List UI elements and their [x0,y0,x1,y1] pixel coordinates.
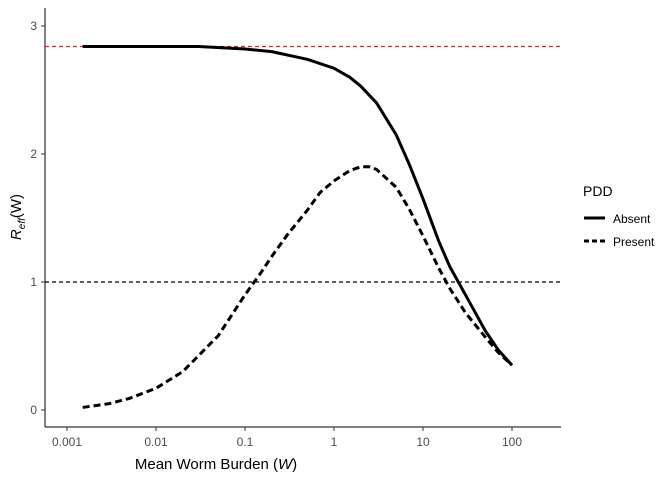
x-tick-label: 1 [331,435,338,449]
y-tick-label: 2 [30,147,37,161]
series-line-absent [82,44,514,367]
x-tick-label: 100 [502,435,522,449]
reference-lines [45,45,561,283]
plot-panel: 0 1 2 3 0.001 0.01 0.1 1 10 100 [30,8,561,449]
legend-label-present: Present [613,235,655,249]
y-axis-title: Reff(W) [8,194,28,240]
y-tick-label: 3 [30,19,37,33]
x-tick-label: 0.001 [52,435,82,449]
y-tick-label: 1 [30,275,37,289]
legend: PDD Absent Present [583,183,655,249]
x-tick-label: 10 [416,435,430,449]
y-ticks: 0 1 2 3 [30,19,45,417]
x-axis-title: Mean Worm Burden (W) [135,456,297,473]
x-tick-label: 0.1 [237,435,254,449]
legend-label-absent: Absent [613,212,651,226]
legend-title: PDD [583,183,613,199]
x-tick-label: 0.01 [144,435,168,449]
series-line-present [82,165,514,409]
x-ticks: 0.001 0.01 0.1 1 10 100 [52,427,522,449]
y-tick-label: 0 [30,403,37,417]
series-layer [82,44,514,409]
